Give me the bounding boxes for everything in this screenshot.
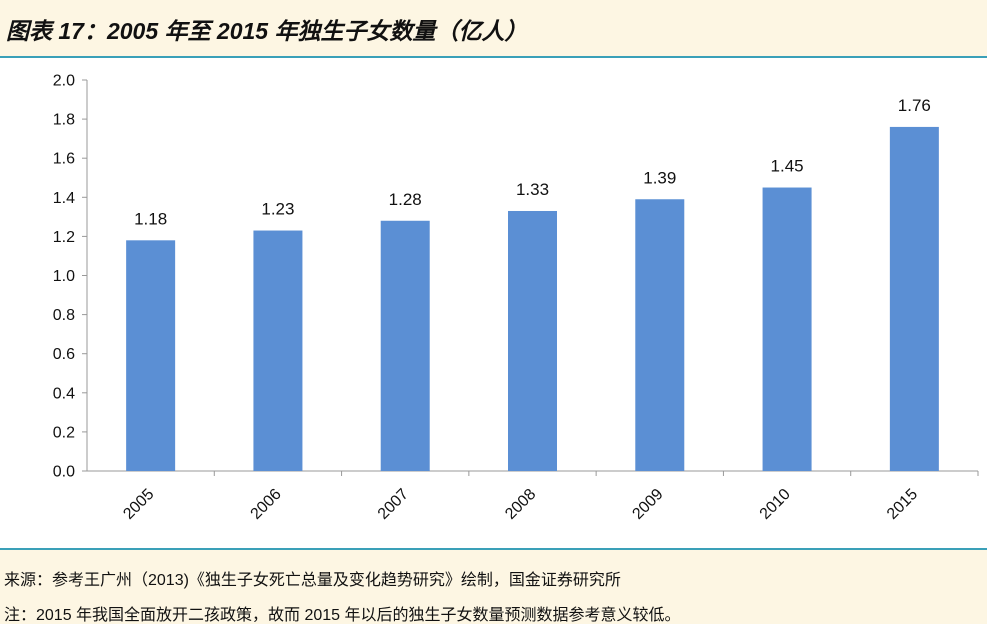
chart-axes: 0.0 0.2 0.4 0.6 0.8 1.0 1.2 1.4 1.6 1.8 2.0 xyxy=(53,73,979,481)
y-tick-label: 1.2 xyxy=(53,229,75,246)
y-tick-label: 1.0 xyxy=(53,268,75,285)
y-tick-label: 2.0 xyxy=(53,73,75,90)
bar-2006 xyxy=(253,230,303,471)
top-divider xyxy=(0,56,987,58)
x-tick-label-2015: 2015 xyxy=(884,486,921,523)
y-tick-label: 0.2 xyxy=(53,424,75,441)
bar-2005 xyxy=(126,240,176,471)
y-tick-label: 1.8 xyxy=(53,112,75,129)
bar-2007 xyxy=(380,220,430,471)
y-tick-label: 0.6 xyxy=(53,346,75,363)
chart-value-labels: 1.18 1.23 1.28 1.33 1.39 1.45 1.76 xyxy=(134,96,931,228)
bar-2008 xyxy=(508,210,557,472)
value-label-2007: 1.28 xyxy=(389,190,422,209)
y-tick-label: 0.4 xyxy=(53,385,75,402)
bar-2009 xyxy=(635,199,685,471)
bottom-divider xyxy=(0,548,987,550)
remark-note: 注：2015 年我国全面放开二孩政策，故而 2015 年以后的独生子女数量预测数… xyxy=(4,607,681,624)
bar-2015 xyxy=(889,126,939,472)
footer-panel xyxy=(0,550,987,624)
value-label-2008: 1.33 xyxy=(516,180,549,199)
value-label-2006: 1.23 xyxy=(261,200,294,219)
x-tick-label-2008: 2008 xyxy=(502,486,539,523)
y-tick-label: 1.6 xyxy=(53,151,75,168)
y-tick-label: 0.0 xyxy=(53,464,75,481)
value-label-2015: 1.76 xyxy=(898,96,931,115)
value-label-2005: 1.18 xyxy=(134,209,167,228)
bar-2010 xyxy=(762,187,812,471)
x-tick-label-2010: 2010 xyxy=(757,486,794,523)
y-tick-label: 0.8 xyxy=(53,307,75,324)
x-tick-label-2009: 2009 xyxy=(629,486,666,523)
chart-x-ticks: 2005 2006 2007 2008 2009 2010 2015 xyxy=(120,486,921,523)
value-label-2010: 1.45 xyxy=(771,157,804,176)
title-panel: 图表 17：2005 年至 2015 年独生子女数量（亿人） xyxy=(0,0,987,56)
x-tick-label-2005: 2005 xyxy=(120,486,157,523)
y-tick-label: 1.4 xyxy=(53,190,75,207)
x-tick-label-2007: 2007 xyxy=(375,486,412,523)
x-tick-label-2006: 2006 xyxy=(248,486,285,523)
source-note: 来源：参考王广州（2013)《独生子女死亡总量及变化趋势研究》绘制，国金证券研究… xyxy=(4,572,621,589)
value-label-2009: 1.39 xyxy=(643,168,676,187)
chart-bars xyxy=(126,126,939,472)
chart-title: 图表 17：2005 年至 2015 年独生子女数量（亿人） xyxy=(6,18,528,44)
bar-chart: 0.00.20.40.60.81.01.21.41.61.82.0 1.181.… xyxy=(53,73,979,523)
